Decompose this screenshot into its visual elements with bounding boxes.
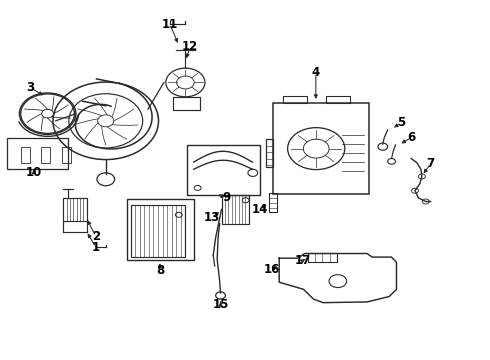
Text: 2: 2 (92, 230, 100, 243)
Text: 14: 14 (251, 203, 268, 216)
Bar (62, 147, 71, 163)
Bar (131, 206, 185, 257)
Bar (63, 198, 87, 221)
Bar (187, 145, 260, 195)
Text: 12: 12 (182, 40, 198, 53)
Text: 6: 6 (407, 131, 415, 144)
Text: 15: 15 (212, 298, 229, 311)
Bar (273, 103, 368, 194)
Bar (173, 97, 200, 111)
Bar (326, 96, 349, 103)
Bar (127, 199, 194, 260)
Bar (41, 147, 50, 163)
Text: 8: 8 (156, 264, 164, 277)
Text: 17: 17 (294, 254, 311, 267)
Bar (308, 253, 337, 262)
Text: 10: 10 (26, 166, 42, 179)
Text: 7: 7 (427, 157, 435, 170)
Text: 11: 11 (162, 18, 178, 31)
Bar (266, 139, 273, 167)
Text: 9: 9 (222, 192, 231, 204)
Bar (283, 96, 307, 103)
Text: 1: 1 (92, 241, 100, 254)
Text: 5: 5 (397, 116, 406, 129)
Bar (269, 193, 277, 212)
Bar (21, 147, 30, 163)
Bar (221, 195, 249, 224)
Text: 3: 3 (26, 81, 34, 94)
Bar (6, 138, 68, 169)
Text: 4: 4 (312, 66, 320, 79)
Text: 13: 13 (204, 211, 220, 224)
Text: 16: 16 (264, 263, 280, 276)
